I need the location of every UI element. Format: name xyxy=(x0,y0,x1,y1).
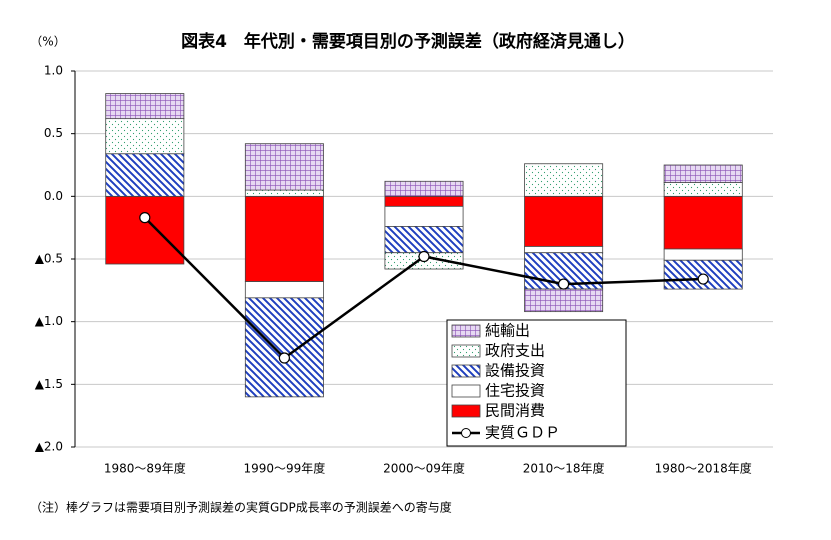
legend-box xyxy=(446,319,627,447)
bar-segment xyxy=(105,93,185,120)
bar-segment xyxy=(244,297,324,398)
legend-swatch xyxy=(451,344,481,358)
legend-label: 実質ＧＤＰ xyxy=(485,424,560,442)
y-tick-label: ▲2.0 xyxy=(35,440,63,454)
bar-segment xyxy=(384,180,464,197)
x-tick-label: 1980～89年度 xyxy=(104,461,186,476)
bar-segment xyxy=(663,164,743,183)
bar-segment xyxy=(384,226,464,254)
gdp-point xyxy=(697,273,709,285)
legend-swatch xyxy=(451,364,481,378)
legend-label: 政府支出 xyxy=(485,342,545,360)
legend-marker xyxy=(461,428,471,438)
y-tick-label: ▲1.5 xyxy=(35,377,63,391)
legend-swatch xyxy=(451,384,481,398)
gdp-point xyxy=(557,278,570,290)
bar-segment xyxy=(384,195,464,207)
bar-segment xyxy=(244,189,324,197)
legend-swatch xyxy=(451,404,481,418)
x-tick-label: 2010～18年度 xyxy=(523,461,605,476)
footnote: （注）棒グラフは需要項目別予測誤差の実質GDP成長率の予測誤差への寄与度 xyxy=(30,500,452,515)
x-tick-label: 2000～09年度 xyxy=(383,461,465,476)
bar-segment xyxy=(105,153,185,197)
bar-segment xyxy=(105,118,185,155)
bar-segment xyxy=(524,246,604,254)
gdp-point xyxy=(278,352,290,364)
gdp-point xyxy=(139,212,151,224)
legend-label: 純輸出 xyxy=(485,322,530,340)
bar-segment xyxy=(524,288,604,313)
gdp-point xyxy=(418,250,430,263)
bar-segment xyxy=(244,143,324,191)
bar-segment xyxy=(524,163,604,197)
chart-title: 図表4 年代別・需要項目別の予測誤差（政府経済見通し） xyxy=(181,31,635,52)
bar-segment xyxy=(105,195,185,265)
y-tick-label: 1.0 xyxy=(44,64,63,78)
bar-segment xyxy=(663,248,743,261)
y-tick-label: ▲0.5 xyxy=(35,252,63,266)
bar-segment xyxy=(384,205,464,227)
bar-segment xyxy=(524,195,604,247)
bar-segment xyxy=(244,195,324,282)
y-axis-unit: （%） xyxy=(30,35,65,49)
y-tick-label: 0.0 xyxy=(44,189,63,203)
x-tick-label: 1980～2018年度 xyxy=(655,461,752,476)
legend-label: 住宅投資 xyxy=(485,382,545,400)
y-tick-label: 0.5 xyxy=(44,126,63,140)
legend-label: 民間消費 xyxy=(485,402,545,420)
bar-segment xyxy=(663,182,743,197)
x-tick-label: 1990～99年度 xyxy=(243,461,325,476)
bar-segment xyxy=(663,195,743,250)
y-tick-label: ▲1.0 xyxy=(35,314,63,328)
legend-label: 設備投資 xyxy=(485,362,545,380)
bar-segment xyxy=(244,281,324,299)
legend-swatch xyxy=(451,324,481,338)
